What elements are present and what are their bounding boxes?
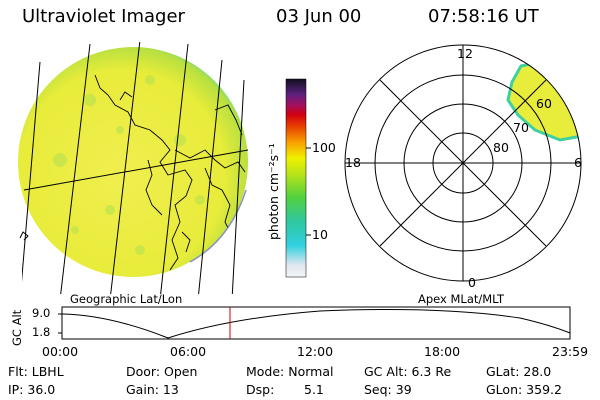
mlat-label-80: 80 [493,140,509,155]
xtick-0600: 06:00 [170,344,207,359]
colorbar-tick-label-100: 100 [312,140,336,155]
status-door: Door: Open [126,364,198,379]
polar-panel-label: Apex MLat/MLT [418,292,505,306]
mlt-line-diag2 [379,79,547,247]
earth-disc [18,47,248,277]
app-title: Ultraviolet Imager [22,6,185,27]
mlt-label-0: 0 [468,275,476,290]
xtick-1800: 18:00 [424,344,461,359]
header-date: 03 Jun 00 [276,6,362,27]
grid-lines [22,42,249,294]
status-seq: Seq: 39 [364,382,412,397]
status-ip: IP: 36.0 [8,382,56,397]
island-outline [19,231,29,241]
mlat-label-70: 70 [513,120,529,135]
status-gain: Gain: 13 [126,382,179,397]
polar-plot [344,44,582,282]
altitude-ytick-1-8: 1.8 [32,325,51,339]
altitude-plot [58,306,571,340]
status-dsp-label: Dsp: [246,382,275,397]
header-time: 07:58:16 UT [428,6,539,27]
altitude-curve [61,309,571,339]
altitude-plot-frame [61,306,571,340]
colorbar [285,78,311,278]
geographic-map [18,42,249,294]
terminator-line [189,189,247,263]
mlt-label-18: 18 [345,155,361,170]
xtick-2359: 23:59 [552,344,589,359]
colorbar-units-label: photon cm⁻²s⁻¹ [266,143,281,240]
mlt-label-6: 6 [574,155,582,170]
colorbar-gradient [285,78,307,278]
status-dsp-value: 5.1 [304,382,324,397]
status-glat: GLat: 28.0 [486,364,552,379]
mlt-label-12: 12 [457,46,473,61]
altitude-ylabel: GC Alt [10,309,24,346]
mlat-label-60: 60 [536,96,552,111]
xtick-0000: 00:00 [42,344,79,359]
geographic-panel-label: Geographic Lat/Lon [70,292,183,306]
status-gc-alt: GC Alt: 6.3 Re [364,364,452,379]
status-filter: Flt: LBHL [8,364,64,379]
status-glon: GLon: 359.2 [486,382,562,397]
status-mode: Mode: Normal [246,364,334,379]
colorbar-tick-label-10: 10 [312,227,328,242]
xtick-1200: 12:00 [297,344,334,359]
altitude-ytick-9: 9.0 [32,306,51,320]
